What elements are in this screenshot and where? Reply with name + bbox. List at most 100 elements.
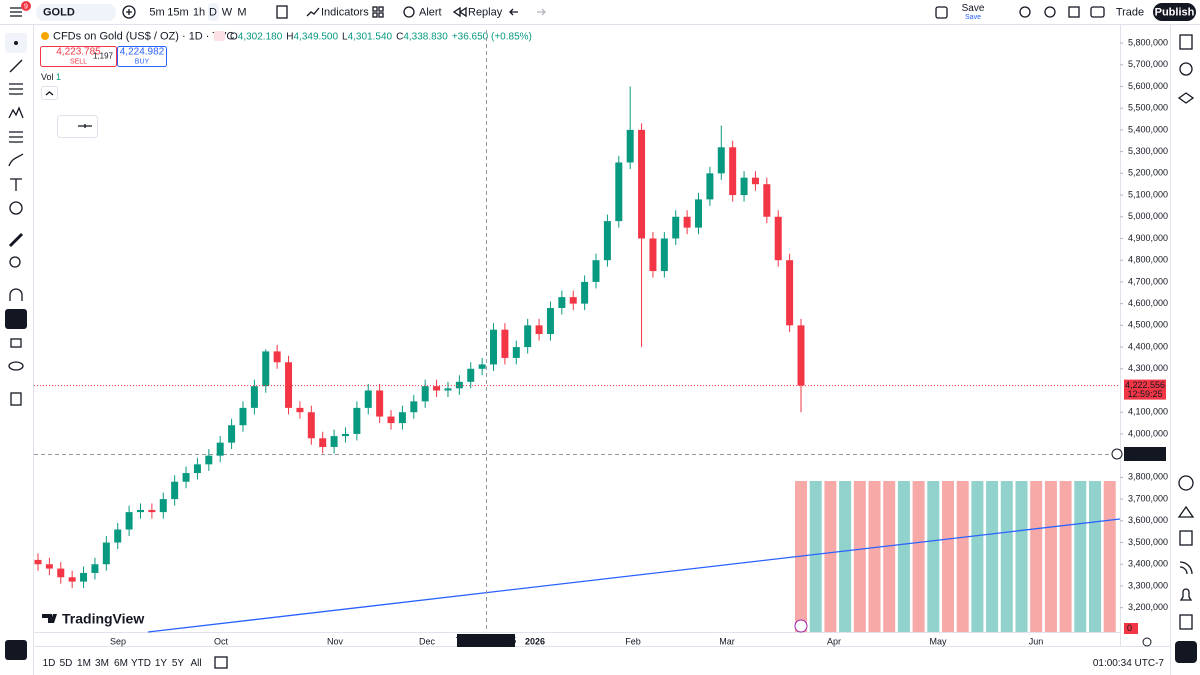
volume-bar: [1044, 481, 1057, 632]
interval[interactable]: W: [222, 6, 233, 18]
quick-search[interactable]: [1019, 6, 1031, 18]
y-tick-label: 4,600,000: [1128, 298, 1168, 308]
apps[interactable]: [1175, 641, 1197, 663]
magnet-tool[interactable]: [9, 288, 23, 301]
compare-button[interactable]: [122, 5, 136, 19]
interval[interactable]: D: [209, 6, 217, 18]
x-tick-label: Mar: [719, 636, 735, 646]
save-sub: Save: [965, 14, 981, 21]
sell-button[interactable]: [40, 46, 117, 67]
chart-type-button[interactable]: [276, 5, 288, 19]
candle-body: [751, 177, 759, 185]
hotlists[interactable]: [1178, 475, 1194, 491]
trade-button[interactable]: Trade: [1116, 6, 1144, 18]
alert-icon[interactable]: [403, 6, 415, 18]
y-tick-label: 5,200,000: [1128, 168, 1168, 178]
replay-label[interactable]: Replay: [468, 6, 503, 18]
collapse-legend[interactable]: [41, 86, 58, 100]
delete-tool[interactable]: [10, 392, 22, 406]
interval[interactable]: 5m: [149, 6, 164, 18]
publish-button[interactable]: [1153, 3, 1196, 21]
go-to-date[interactable]: [214, 656, 228, 669]
range-button[interactable]: 1M: [77, 658, 91, 669]
interval[interactable]: 1h: [193, 6, 205, 18]
crosshair-price: 3,910.769: [1125, 449, 1165, 459]
replay-icon[interactable]: [452, 6, 467, 18]
templates-icon[interactable]: [372, 6, 378, 12]
floating-toolbar[interactable]: [57, 115, 98, 138]
lock-tool[interactable]: [10, 338, 22, 348]
emoji-tool[interactable]: [9, 201, 23, 215]
candle-body: [433, 386, 441, 391]
y-tick-label: 4,300,000: [1128, 363, 1168, 373]
indicators-icon[interactable]: [306, 7, 320, 17]
x-tick-label: Dec: [419, 636, 436, 646]
calendar[interactable]: [1179, 530, 1193, 546]
watchlist-star[interactable]: [5, 640, 27, 660]
layout-button[interactable]: [935, 6, 948, 19]
x-tick-label: Nov: [327, 636, 344, 646]
candle-body: [455, 381, 463, 389]
crosshair-date-bg: [457, 634, 515, 647]
y-tick-label: 4,900,000: [1128, 233, 1168, 243]
publish-label: Publish: [1155, 6, 1195, 18]
pattern-tool[interactable]: [8, 106, 24, 119]
alerts[interactable]: [1179, 62, 1193, 76]
symbol-search[interactable]: [36, 4, 116, 21]
axis-settings[interactable]: [1142, 637, 1152, 647]
y-tick-label: 3,800,000: [1128, 472, 1168, 482]
candle-body: [387, 416, 395, 424]
symbol-logo: [41, 32, 49, 40]
y-tick-label: 3,200,000: [1128, 602, 1168, 612]
fib-tool[interactable]: [9, 83, 23, 95]
candle-body: [603, 221, 611, 261]
undo[interactable]: [509, 8, 518, 16]
zoom-tool[interactable]: [9, 256, 21, 268]
trendline-tool[interactable]: [9, 59, 23, 73]
text-tool[interactable]: [10, 178, 22, 191]
ohlc-change: +36.650 (+0.85%): [452, 31, 532, 42]
range-button[interactable]: 5D: [60, 658, 73, 669]
templates-icon[interactable]: [378, 12, 384, 18]
fullscreen[interactable]: [1068, 6, 1080, 18]
pine-editor[interactable]: [1179, 614, 1193, 630]
templates-icon[interactable]: [378, 6, 384, 12]
alert-label[interactable]: Alert: [419, 6, 442, 18]
range-button[interactable]: 1Y: [155, 658, 168, 669]
range-button[interactable]: All: [190, 658, 201, 669]
range-button[interactable]: YTD: [131, 658, 151, 669]
ideas[interactable]: [1177, 505, 1195, 518]
volume-bar: [897, 481, 910, 632]
range-button[interactable]: 1D: [43, 658, 56, 669]
save-label[interactable]: Save: [962, 3, 985, 14]
templates-icon[interactable]: [372, 12, 378, 18]
candle-body: [672, 216, 680, 239]
forecast-tool[interactable]: [9, 131, 23, 143]
candle-body: [250, 386, 258, 408]
streams[interactable]: [1179, 561, 1193, 575]
range-button[interactable]: 6M: [114, 658, 128, 669]
interval[interactable]: 15m: [167, 6, 188, 18]
keep-drawing-tool[interactable]: [5, 309, 27, 329]
object-tree[interactable]: [1177, 92, 1195, 104]
menu-icon[interactable]: [10, 7, 22, 17]
indicators-label[interactable]: Indicators: [321, 6, 369, 18]
hide-tool[interactable]: [8, 361, 24, 371]
add-alert[interactable]: [1111, 448, 1123, 460]
watchlist[interactable]: [1179, 34, 1193, 50]
notification-badge: [21, 1, 31, 11]
brush-tool[interactable]: [8, 153, 24, 167]
candle-body: [319, 438, 327, 447]
ruler-tool[interactable]: [8, 232, 24, 248]
buy-button[interactable]: [117, 46, 167, 67]
candle-body: [660, 238, 668, 272]
screenshot[interactable]: [1090, 6, 1105, 18]
interval[interactable]: M: [237, 6, 246, 18]
redo[interactable]: [537, 8, 546, 16]
settings[interactable]: [1044, 6, 1056, 18]
candle-body: [148, 509, 156, 513]
candle-body: [626, 129, 634, 163]
range-button[interactable]: 3M: [95, 658, 109, 669]
notifications[interactable]: [1179, 588, 1193, 601]
range-button[interactable]: 5Y: [172, 658, 185, 669]
